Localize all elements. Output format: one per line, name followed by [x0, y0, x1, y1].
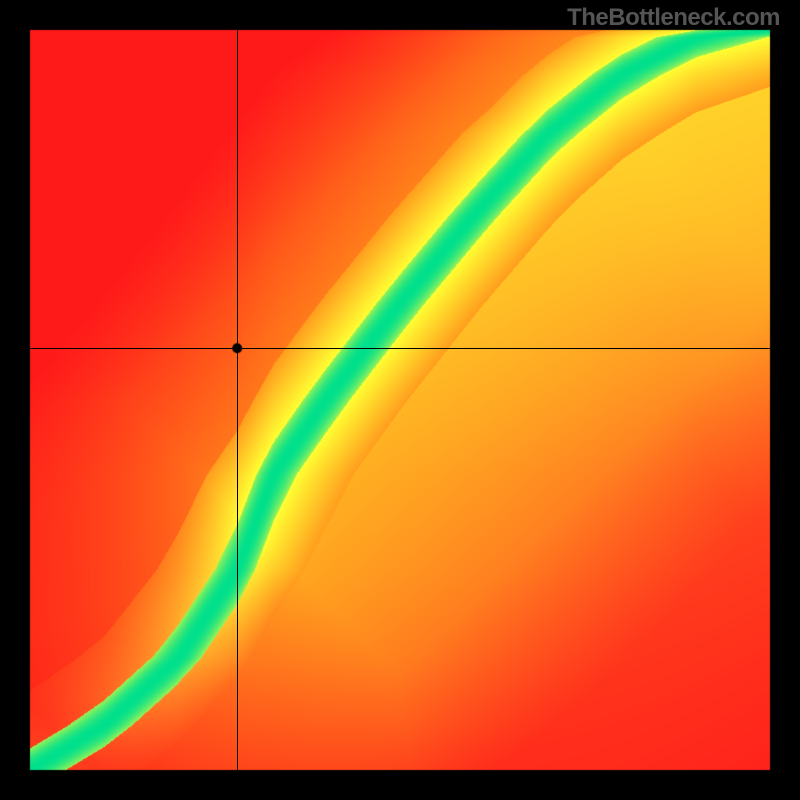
crosshair-marker	[0, 0, 800, 800]
crosshair-horizontal	[30, 348, 770, 349]
crosshair-vertical	[237, 30, 238, 770]
chart-container: { "watermark": "TheBottleneck.com", "can…	[0, 0, 800, 800]
watermark-text: TheBottleneck.com	[567, 4, 780, 32]
